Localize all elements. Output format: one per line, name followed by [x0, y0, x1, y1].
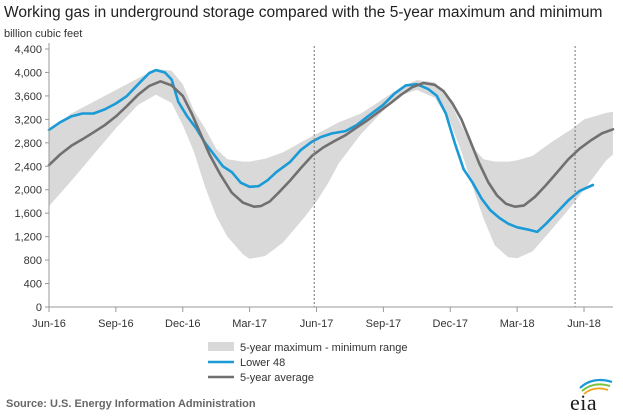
- y-tick-label: 3,600: [14, 91, 42, 103]
- y-tick-label: 2,400: [14, 161, 42, 173]
- x-tick-label: Jun-17: [300, 318, 334, 330]
- y-tick-label: 4,000: [14, 67, 42, 79]
- y-tick-label: 2,800: [14, 138, 42, 150]
- five-year-average-line: [47, 80, 615, 208]
- source-note: Source: U.S. Energy Information Administ…: [6, 398, 256, 410]
- x-tick-label: Dec-16: [165, 318, 200, 330]
- y-tick-label: 4,400: [14, 44, 42, 56]
- y-tick-label: 0: [36, 302, 42, 314]
- lower-48-line: [47, 68, 595, 234]
- x-tick-label: Sep-17: [366, 318, 401, 330]
- y-tick-label: 3,200: [14, 114, 42, 126]
- y-tick-label: 800: [24, 255, 42, 267]
- legend-label: 5-year average: [240, 372, 314, 384]
- chart-canvas: 0 400 800 1,200 1,600 2,000 2,400 2,800 3,200 3,6…: [14, 43, 615, 384]
- y-tick-label: 1,600: [14, 208, 42, 220]
- eia-logo-icon: [579, 378, 613, 395]
- y-tick-label: 400: [24, 279, 42, 291]
- legend-swatch-range: [208, 342, 234, 351]
- x-tick-label: Jun-18: [567, 318, 601, 330]
- chart-title: Working gas in underground storage compa…: [4, 4, 603, 21]
- range-band: [49, 68, 613, 259]
- y-tick-label: 1,200: [14, 232, 42, 244]
- y-axis-label: billion cubic feet: [4, 28, 83, 40]
- x-tick-label: Jun-16: [32, 318, 66, 330]
- legend-label: Lower 48: [240, 357, 285, 369]
- legend-label: 5-year maximum - minimum range: [240, 342, 407, 354]
- x-tick-label: Mar-17: [232, 318, 267, 330]
- eia-logo-text: eia: [570, 390, 598, 415]
- x-tick-label: Dec-17: [433, 318, 468, 330]
- x-tick-label: Mar-18: [500, 318, 535, 330]
- y-tick-label: 2,000: [14, 185, 42, 197]
- x-tick-label: Sep-16: [98, 318, 133, 330]
- eia-logo: eia: [566, 378, 618, 415]
